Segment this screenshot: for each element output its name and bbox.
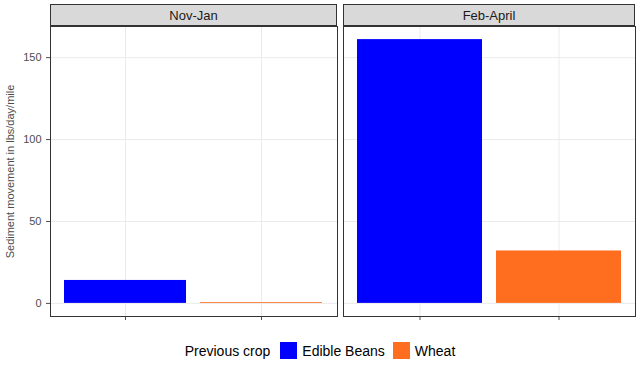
html-text:Wheat: Wheat xyxy=(414,342,456,359)
svg-text:50: 50 xyxy=(29,215,41,227)
html-text:Nov-Jan: Nov-Jan xyxy=(169,7,218,23)
html-text:Previous crop: Previous crop xyxy=(184,342,271,359)
svg-text:Sediment movement in lbs/day/m: Sediment movement in lbs/day/mile xyxy=(4,85,16,259)
svg-text:100: 100 xyxy=(23,133,41,145)
html-text:Edible Beans: Edible Beans xyxy=(302,342,385,359)
html-text:Feb-April: Feb-April xyxy=(462,7,516,23)
svg-text:0: 0 xyxy=(35,297,41,309)
svg-text:150: 150 xyxy=(23,51,41,63)
